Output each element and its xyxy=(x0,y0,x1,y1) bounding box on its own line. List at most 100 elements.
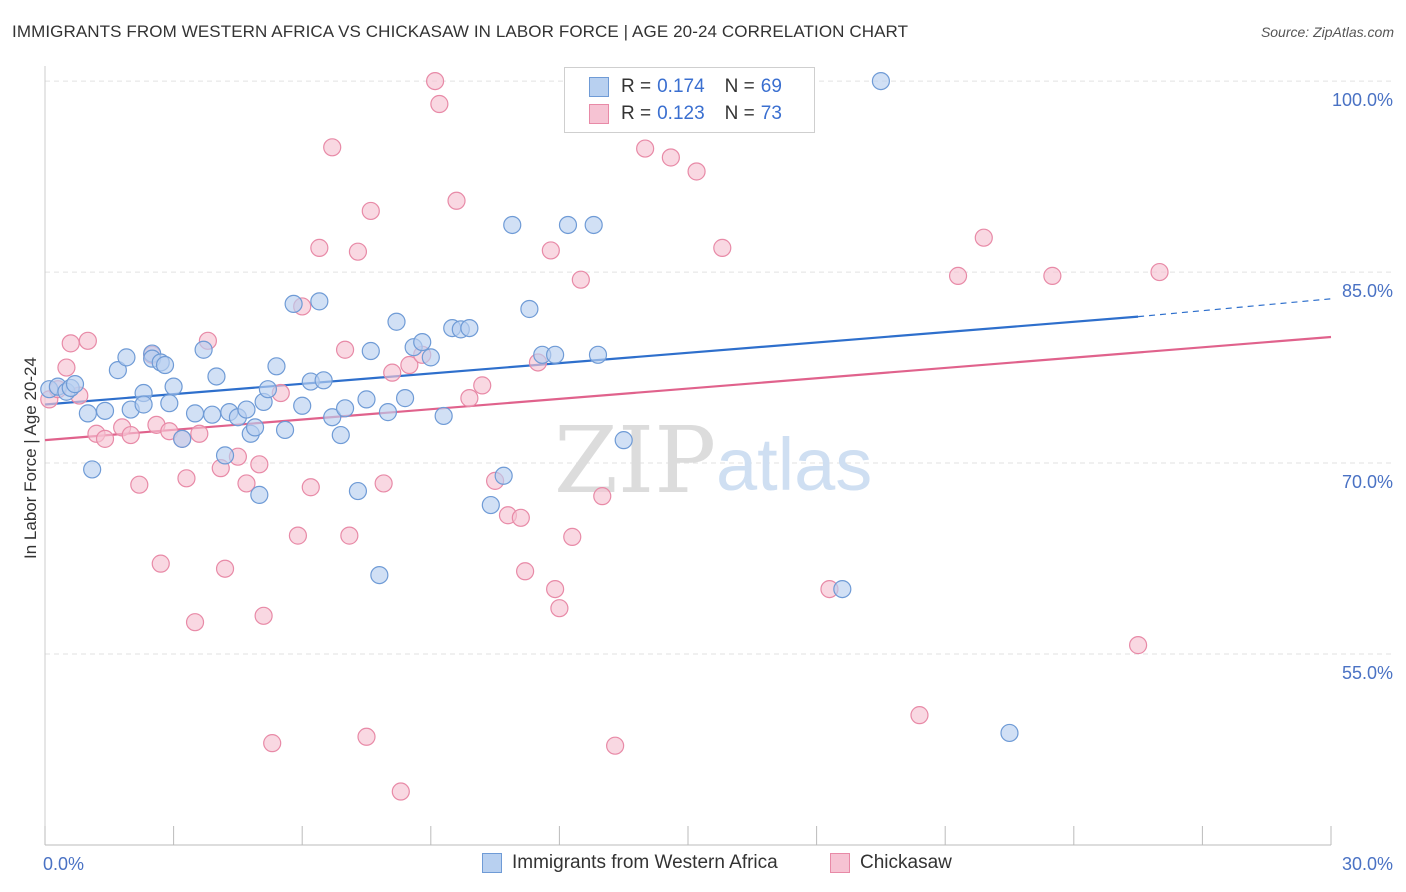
point-chickasaw xyxy=(593,487,612,506)
point-western-africa xyxy=(275,420,295,440)
legend-r-value: 0.123 xyxy=(657,103,705,124)
point-western-africa xyxy=(588,345,608,364)
point-chickasaw xyxy=(57,358,76,377)
series-legend: Immigrants from Western Africa Chickasaw xyxy=(0,851,1406,879)
point-chickasaw xyxy=(661,148,680,167)
point-chickasaw xyxy=(425,71,445,91)
point-western-africa xyxy=(310,292,329,311)
legend-swatch-pink xyxy=(830,853,850,873)
point-western-africa xyxy=(293,396,312,415)
point-chickasaw xyxy=(1150,262,1169,282)
x-tick-labels: 0.0% 30.0% xyxy=(43,854,1393,874)
point-western-africa xyxy=(434,406,453,426)
legend-swatch-pink xyxy=(589,104,609,124)
point-chickasaw xyxy=(636,139,655,158)
point-western-africa xyxy=(395,389,415,408)
point-western-africa xyxy=(348,481,368,501)
point-chickasaw xyxy=(254,606,273,625)
legend-n-value: 73 xyxy=(760,103,782,124)
point-chickasaw xyxy=(550,599,569,618)
point-western-africa xyxy=(284,294,303,314)
legend-label-western-africa: Immigrants from Western Africa xyxy=(512,852,778,873)
point-western-africa xyxy=(387,312,406,331)
watermark: ZIP atlas xyxy=(554,407,872,514)
point-western-africa xyxy=(323,408,342,427)
point-western-africa xyxy=(871,71,891,91)
point-western-africa xyxy=(1000,723,1019,743)
point-western-africa xyxy=(413,332,432,352)
legend-n-label: N = xyxy=(724,76,755,97)
point-chickasaw xyxy=(948,266,968,285)
point-chickasaw xyxy=(687,162,706,181)
point-chickasaw xyxy=(541,241,560,260)
point-chickasaw xyxy=(357,727,376,746)
point-western-africa xyxy=(331,425,350,445)
point-chickasaw xyxy=(310,238,329,257)
point-chickasaw xyxy=(340,526,359,545)
point-western-africa xyxy=(185,404,205,423)
watermark-zip: ZIP xyxy=(554,407,716,514)
point-chickasaw xyxy=(516,562,535,581)
point-western-africa xyxy=(245,418,265,437)
point-chickasaw xyxy=(546,579,565,599)
grid-lines xyxy=(45,80,1392,655)
legend-row-western-africa: R = 0.174 N = 69 xyxy=(565,73,782,101)
point-western-africa xyxy=(614,431,633,450)
point-chickasaw xyxy=(250,455,269,474)
point-western-africa xyxy=(558,215,578,235)
point-chickasaw xyxy=(288,526,308,545)
point-chickasaw xyxy=(263,734,282,753)
y-tick-label: 100.0% xyxy=(1332,90,1393,110)
point-western-africa xyxy=(65,375,85,394)
axes xyxy=(44,66,1332,846)
point-chickasaw xyxy=(430,94,449,114)
legend-swatch-blue xyxy=(482,853,502,873)
point-chickasaw xyxy=(361,201,380,221)
point-chickasaw xyxy=(391,782,410,801)
point-chickasaw xyxy=(121,425,140,445)
point-western-africa xyxy=(833,579,852,599)
legend-n-label: N = xyxy=(724,103,755,124)
point-western-africa xyxy=(460,318,479,338)
point-western-africa xyxy=(361,341,380,361)
legend-r-value: 0.174 xyxy=(657,76,705,97)
point-western-africa xyxy=(194,340,213,359)
point-western-africa xyxy=(267,357,286,376)
point-western-africa xyxy=(494,466,513,485)
x-tick-label: 30.0% xyxy=(1342,854,1393,874)
point-western-africa xyxy=(481,495,500,515)
legend-r-label: R = xyxy=(621,76,652,97)
legend-r-label: R = xyxy=(621,103,652,124)
point-western-africa xyxy=(207,367,226,386)
point-western-africa xyxy=(134,395,153,414)
point-chickasaw xyxy=(177,469,196,488)
y-tick-label: 70.0% xyxy=(1342,472,1393,492)
point-chickasaw xyxy=(447,191,466,210)
point-chickasaw xyxy=(190,424,209,443)
point-western-africa xyxy=(584,215,603,235)
point-chickasaw xyxy=(185,613,205,632)
legend-item-chickasaw: Chickasaw xyxy=(830,852,952,874)
y-tick-label: 85.0% xyxy=(1342,281,1393,301)
point-chickasaw xyxy=(348,242,368,261)
point-chickasaw xyxy=(910,706,929,725)
point-chickasaw xyxy=(301,478,320,497)
scatter-points xyxy=(40,71,1169,801)
point-chickasaw xyxy=(1043,266,1062,285)
point-chickasaw xyxy=(335,340,355,359)
point-chickasaw xyxy=(713,238,732,257)
point-chickasaw xyxy=(383,363,402,382)
source-label: Source: ZipAtlas.com xyxy=(1260,24,1394,40)
y-tick-labels: 100.0% 85.0% 70.0% 55.0% xyxy=(1332,90,1393,683)
point-western-africa xyxy=(164,377,183,396)
watermark-atlas: atlas xyxy=(716,423,872,506)
point-western-africa xyxy=(378,403,398,422)
x-tick-label: 0.0% xyxy=(43,854,84,874)
point-western-africa xyxy=(421,348,440,367)
point-western-africa xyxy=(203,405,222,424)
point-western-africa xyxy=(215,446,235,465)
point-chickasaw xyxy=(130,475,149,494)
point-chickasaw xyxy=(1128,636,1148,655)
point-chickasaw xyxy=(61,334,80,353)
